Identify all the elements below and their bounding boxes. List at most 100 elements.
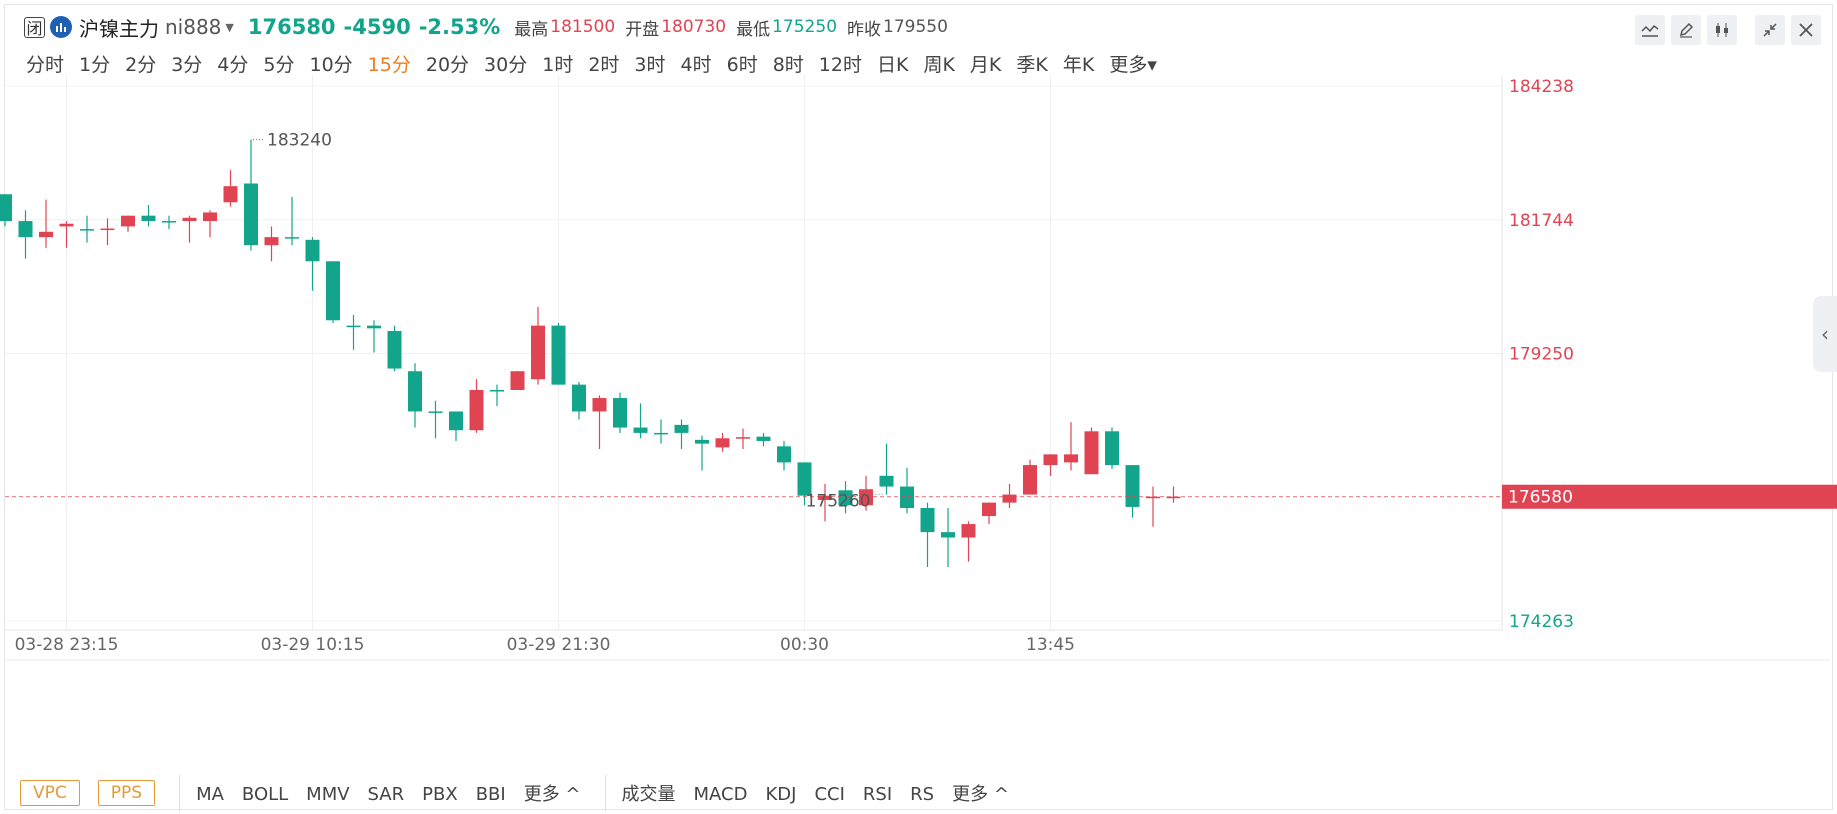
candle-body [1146, 496, 1160, 499]
expand-panel-chevron-icon[interactable]: ‹ [1813, 296, 1837, 372]
candle-body [141, 215, 156, 222]
candle-body [285, 237, 299, 239]
x-tick-label: 03-28 23:15 [15, 635, 119, 655]
instrument-dropdown-icon[interactable]: ▼ [225, 20, 234, 34]
pps-button[interactable]: PPS [97, 780, 156, 806]
period-tab[interactable]: 日K [876, 54, 909, 76]
period-tabs: 分时 1分 2分 3分 4分 5分 10分 15分 20分 30分 1时 2时 3时 4时 6时 8时 12时日… [26, 50, 1157, 77]
period-tab[interactable]: 分时 [26, 54, 65, 76]
candle-body [1064, 454, 1078, 463]
instrument-name[interactable]: 沪镍主力 [79, 16, 159, 41]
candle-body [859, 489, 873, 506]
indicator-bar: VPC PPS MA BOLL MMV SAR PBX BBI 更多 ^ 成交量 MACD KD… [20, 775, 1027, 811]
y-tick-label: 179250 [1509, 345, 1574, 365]
period-tab[interactable]: 年K [1062, 54, 1095, 76]
high-value: 181500 [550, 17, 616, 37]
main-indicator-tab[interactable]: 更多 ^ [523, 784, 581, 805]
candle-body [900, 486, 914, 508]
sub-indicator-tab[interactable]: 更多 ^ [952, 784, 1009, 805]
candle-body [592, 398, 607, 412]
candle-body [572, 384, 586, 412]
chart-toolbar [1635, 15, 1821, 45]
vpc-button[interactable]: VPC [20, 780, 80, 806]
candle-body [510, 371, 525, 390]
collapse-icon[interactable] [1755, 15, 1785, 45]
period-tab[interactable]: 5分 [263, 54, 295, 76]
period-tab[interactable]: 20分 [425, 54, 470, 76]
min-annotation-label: 175260 [806, 492, 871, 512]
divider [179, 775, 181, 811]
candle-body [264, 237, 279, 246]
candle-body [715, 438, 730, 448]
main-indicator-tab[interactable]: BBI [475, 784, 506, 805]
high-label: 最高 [514, 19, 549, 40]
period-tab[interactable]: 4分 [217, 54, 249, 76]
candle-body [1084, 431, 1099, 475]
candle-body [408, 371, 422, 412]
period-tab[interactable]: 1时 [542, 54, 574, 76]
candle-body [756, 436, 771, 441]
close-icon[interactable] [1791, 15, 1821, 45]
candle-body [18, 221, 33, 238]
quote-header: 闭 沪镍主力 ni888 ▼ 176580 -4590 -2.53% 最高 18… [24, 13, 948, 41]
open-label: 开盘 [625, 19, 660, 40]
pencil-icon[interactable] [1671, 15, 1701, 45]
main-indicator-tab[interactable]: PBX [422, 784, 458, 805]
period-tab[interactable]: 2时 [588, 54, 620, 76]
period-tab[interactable]: 3分 [171, 54, 203, 76]
instrument-code[interactable]: ni888 [165, 15, 222, 39]
sub-indicator-tab[interactable]: MACD [693, 784, 748, 805]
period-tab[interactable]: 10分 [309, 54, 353, 76]
period-tab[interactable]: 12时 [818, 54, 862, 76]
line-tool-icon[interactable] [1635, 15, 1665, 45]
candle-body [1002, 494, 1017, 503]
y-tick-label: 181744 [1509, 211, 1574, 231]
sub-indicator-tab[interactable]: 成交量 [621, 784, 676, 805]
candle-body [531, 325, 545, 380]
main-indicator-tab[interactable]: MA [196, 784, 224, 805]
period-tab[interactable]: 8时 [772, 54, 804, 76]
y-tick-label: 174263 [1509, 612, 1574, 632]
period-tab[interactable]: 季K [1016, 54, 1048, 76]
candle-body [777, 446, 791, 463]
last-price: 176580 [247, 15, 336, 39]
candle-body [449, 411, 463, 431]
period-tab[interactable]: 周K [923, 54, 955, 76]
prev-close-value: 179550 [883, 17, 948, 37]
candle-body [346, 325, 361, 328]
main-indicator-tab[interactable]: MMV [306, 784, 350, 805]
sub-indicator-tab[interactable]: RSI [862, 784, 893, 805]
candle-body [223, 186, 238, 203]
main-indicator-tab[interactable]: SAR [367, 784, 405, 805]
low-value: 175250 [772, 17, 838, 37]
sub-indicator-tab[interactable]: CCI [814, 784, 845, 805]
period-tab[interactable]: 月K [969, 54, 1002, 76]
period-tab[interactable]: 15分 [367, 54, 411, 76]
period-tab[interactable]: 4时 [680, 54, 712, 76]
sub-indicator-tab[interactable]: RS [910, 784, 935, 805]
main-indicator-tab[interactable]: BOLL [241, 784, 289, 805]
candle-body [367, 325, 381, 329]
candle-body [428, 411, 443, 413]
divider [604, 775, 606, 811]
candle-style-icon[interactable] [1707, 15, 1737, 45]
sub-indicator-tab[interactable]: KDJ [765, 784, 797, 805]
period-tab[interactable]: 更多▾ [1109, 54, 1157, 76]
candle-body [490, 389, 504, 392]
prev-close-label: 昨收 [847, 19, 882, 40]
period-tab[interactable]: 3时 [634, 54, 666, 76]
x-tick-label: 00:30 [780, 635, 829, 655]
period-tab[interactable]: 2分 [125, 54, 157, 76]
candle-body [39, 231, 53, 238]
candle-body [1043, 454, 1058, 466]
period-tab[interactable]: 1分 [79, 54, 111, 76]
candle-body [100, 228, 115, 231]
period-tab[interactable]: 30分 [484, 54, 528, 76]
candle-body [551, 325, 566, 385]
x-tick-label: 03-29 10:15 [261, 635, 365, 655]
candle-body [387, 331, 402, 369]
candle-body [797, 462, 812, 496]
candle-body [0, 194, 12, 222]
period-tab[interactable]: 6时 [726, 54, 758, 76]
